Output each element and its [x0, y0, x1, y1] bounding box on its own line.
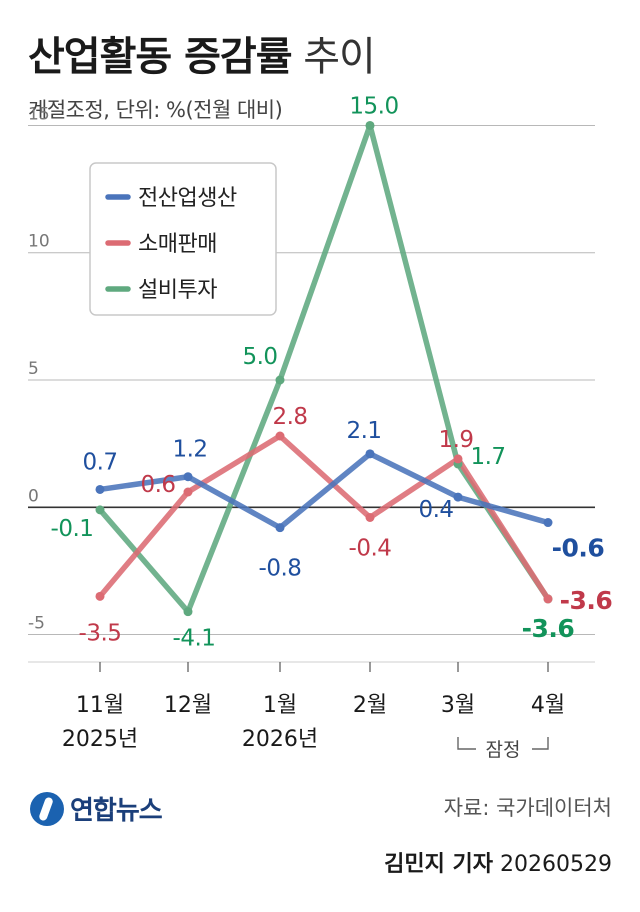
y-tick-label: 5	[28, 359, 39, 379]
data-label: 5.0	[242, 344, 277, 370]
data-point	[543, 594, 553, 604]
data-point	[365, 512, 375, 522]
legend-label: 설비투자	[138, 278, 217, 303]
data-point	[453, 492, 463, 502]
data-point	[183, 472, 193, 482]
legend-box	[89, 162, 277, 316]
data-point	[95, 505, 105, 515]
reporter-name: 김민지 기자	[384, 852, 494, 877]
provisional-label: 잠정	[486, 739, 521, 761]
data-label: 1.9	[438, 427, 473, 453]
data-point	[453, 454, 463, 464]
x-year-label: 2025년	[62, 727, 138, 752]
data-label: 1.7	[470, 444, 505, 470]
chart-subtitle: 계절조정, 단위: %(전월 대비)	[28, 98, 283, 122]
data-label: -0.8	[259, 556, 302, 582]
legend-label: 소매판매	[138, 232, 217, 257]
x-year-label: 2026년	[242, 727, 318, 752]
y-tick-label: 0	[28, 486, 39, 506]
data-point	[275, 523, 285, 533]
chart-title: 산업활동 증감률 추이	[28, 24, 376, 82]
data-label: 0.7	[82, 449, 117, 475]
x-tick-label: 12월	[164, 693, 212, 718]
data-label: 15.0	[349, 93, 398, 119]
title-suffix: 추이	[303, 34, 376, 80]
data-label: 2.1	[346, 418, 381, 444]
credit-line: 김민지 기자 20260529	[384, 846, 612, 878]
data-point	[543, 518, 553, 528]
series-line-0	[97, 451, 551, 531]
data-label: 0.4	[418, 497, 453, 523]
data-point	[183, 487, 193, 497]
y-tick-label: -5	[28, 614, 45, 634]
data-label: -3.6	[522, 614, 575, 643]
legend-label: 전산업생산	[138, 186, 237, 211]
series-line-1	[97, 433, 551, 602]
x-tick-label: 1월	[263, 693, 297, 718]
data-point	[95, 484, 105, 494]
x-tick-label: 2월	[353, 693, 387, 718]
data-point	[365, 449, 375, 459]
data-label: 1.2	[172, 437, 207, 463]
x-tick-label: 4월	[531, 693, 565, 718]
x-tick-label: 11월	[76, 693, 124, 718]
data-label: -0.6	[552, 534, 605, 563]
data-point	[275, 375, 285, 385]
data-point	[95, 591, 105, 601]
data-label: -0.4	[349, 535, 392, 561]
data-point	[183, 607, 193, 617]
logo-text: 연합뉴스	[70, 796, 163, 826]
y-tick-label: 15	[28, 104, 50, 124]
data-label: -3.5	[79, 620, 122, 646]
title-main: 산업활동 증감률	[28, 34, 293, 80]
source-note: 자료: 국가데이터처	[443, 796, 612, 820]
data-label: -3.6	[560, 586, 613, 615]
y-tick-label: 10	[28, 232, 50, 252]
publish-date: 20260529	[500, 852, 612, 877]
data-point	[365, 120, 375, 130]
x-tick-label: 3월	[441, 693, 475, 718]
provisional-bracket	[457, 737, 549, 750]
data-point	[275, 431, 285, 441]
yonhap-logo-icon	[30, 791, 64, 826]
data-label: -4.1	[173, 626, 216, 652]
yonhap-logo: 연합뉴스	[30, 790, 163, 827]
data-label: -0.1	[51, 516, 94, 542]
data-label: 2.8	[272, 404, 307, 430]
data-label: 0.6	[140, 472, 175, 498]
